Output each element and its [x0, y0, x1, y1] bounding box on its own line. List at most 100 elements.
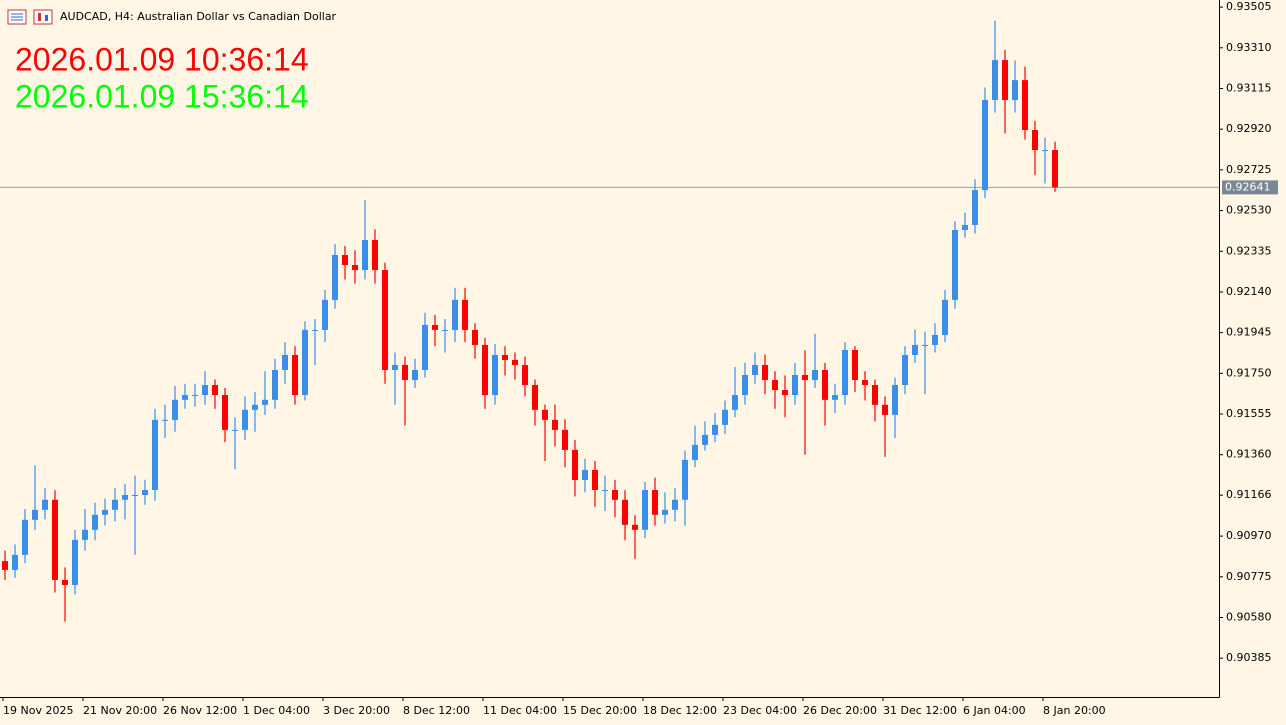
x-tick-label: 8 Jan 20:00	[1043, 704, 1106, 717]
candle-body	[592, 469, 598, 490]
y-tick-label: 0.91945	[1226, 326, 1272, 339]
candle-body	[102, 509, 108, 515]
candle-body	[52, 499, 58, 580]
y-tick-label: 0.92920	[1226, 122, 1272, 135]
candle-body	[192, 395, 198, 397]
candle-body	[982, 99, 988, 191]
y-tick-label: 0.93310	[1226, 41, 1272, 54]
candle-body	[972, 190, 978, 225]
candle-body	[702, 434, 708, 445]
candle-body	[552, 419, 558, 430]
timestamp-annotation: 2026.01.09 15:36:14	[15, 78, 309, 114]
candle-body	[1002, 60, 1008, 100]
candle-body	[122, 494, 128, 500]
y-tick-label: 0.92140	[1226, 285, 1272, 298]
y-tick-label: 0.93505	[1226, 0, 1272, 13]
candle-body	[502, 354, 508, 360]
candle-body	[402, 364, 408, 381]
candle-body	[372, 239, 378, 271]
candle-body	[792, 375, 798, 396]
candle-body	[262, 399, 268, 405]
candle-body	[352, 265, 358, 271]
candle-body	[892, 385, 898, 415]
candle-body	[132, 494, 138, 496]
chart-title: AUDCAD, H4: Australian Dollar vs Canadia…	[60, 10, 337, 23]
candle-body	[452, 299, 458, 330]
candle-body	[172, 399, 178, 420]
x-tick-label: 1 Dec 04:00	[243, 704, 310, 717]
candle-body	[382, 270, 388, 370]
candle-body	[12, 554, 18, 570]
candle-body	[962, 224, 968, 230]
y-tick-label: 0.90775	[1226, 570, 1272, 583]
candle-body	[712, 424, 718, 435]
candle-body	[112, 499, 118, 510]
candle-body	[1042, 150, 1048, 152]
x-tick-label: 8 Dec 12:00	[403, 704, 470, 717]
icon-bar	[38, 13, 41, 21]
candle-body	[742, 375, 748, 396]
candle-body	[682, 459, 688, 500]
candle-body	[902, 354, 908, 386]
candle-body	[732, 395, 738, 410]
candle-body	[442, 329, 448, 331]
candle-body	[92, 514, 98, 530]
candle-body	[782, 390, 788, 396]
candle-body	[72, 539, 78, 585]
candle-body	[342, 255, 348, 266]
candle-body	[632, 524, 638, 530]
candle-body	[422, 324, 428, 370]
candle-body	[762, 364, 768, 381]
candle-body	[272, 369, 278, 400]
y-tick-label: 0.91360	[1226, 448, 1272, 461]
candle-body	[392, 364, 398, 370]
candle-body	[542, 409, 548, 420]
candle-body	[672, 499, 678, 510]
x-tick-label: 18 Dec 12:00	[643, 704, 717, 717]
candle-body	[252, 404, 258, 410]
candle-body	[232, 429, 238, 431]
y-tick-label: 0.92725	[1226, 163, 1272, 176]
y-tick-label: 0.91555	[1226, 407, 1272, 420]
y-tick-label: 0.92530	[1226, 204, 1272, 217]
candle-body	[942, 299, 948, 335]
candle-body	[832, 395, 838, 400]
candle-body	[1012, 80, 1018, 100]
icon-bar	[45, 15, 48, 21]
candle-body	[932, 334, 938, 345]
x-tick-label: 26 Nov 12:00	[163, 704, 237, 717]
candle-body	[292, 354, 298, 396]
y-tick-label: 0.90580	[1226, 610, 1272, 623]
y-tick-label: 0.93115	[1226, 81, 1272, 94]
candle-body	[802, 375, 808, 381]
candle-body	[992, 60, 998, 100]
candle-body	[772, 380, 778, 391]
toolbar-icons	[7, 9, 53, 25]
candle-body	[812, 369, 818, 381]
candle-body	[362, 239, 368, 271]
timestamp-annotation: 2026.01.09 10:36:14	[15, 41, 309, 77]
x-tick-label: 26 Dec 20:00	[803, 704, 877, 717]
x-tick-label: 19 Nov 2025	[3, 704, 73, 717]
candle-body	[142, 489, 148, 495]
candle-body	[602, 489, 608, 491]
candle-body	[842, 349, 848, 396]
y-tick-label: 0.91166	[1226, 488, 1272, 501]
candle-body	[332, 255, 338, 300]
x-tick-label: 3 Dec 20:00	[323, 704, 390, 717]
candle-body	[652, 489, 658, 515]
y-tick-label: 0.90385	[1226, 651, 1272, 664]
candle-body	[1032, 130, 1038, 151]
candle-body	[472, 329, 478, 345]
candle-body	[2, 561, 8, 570]
candle-body	[412, 369, 418, 381]
x-tick-label: 6 Jan 04:00	[963, 704, 1026, 717]
candle-body	[22, 519, 28, 555]
y-tick-label: 0.92335	[1226, 244, 1272, 257]
candle-body	[322, 299, 328, 330]
x-tick-label: 21 Nov 20:00	[83, 704, 157, 717]
x-tick-label: 31 Dec 12:00	[883, 704, 957, 717]
candle-body	[612, 489, 618, 500]
candle-body	[202, 385, 208, 396]
